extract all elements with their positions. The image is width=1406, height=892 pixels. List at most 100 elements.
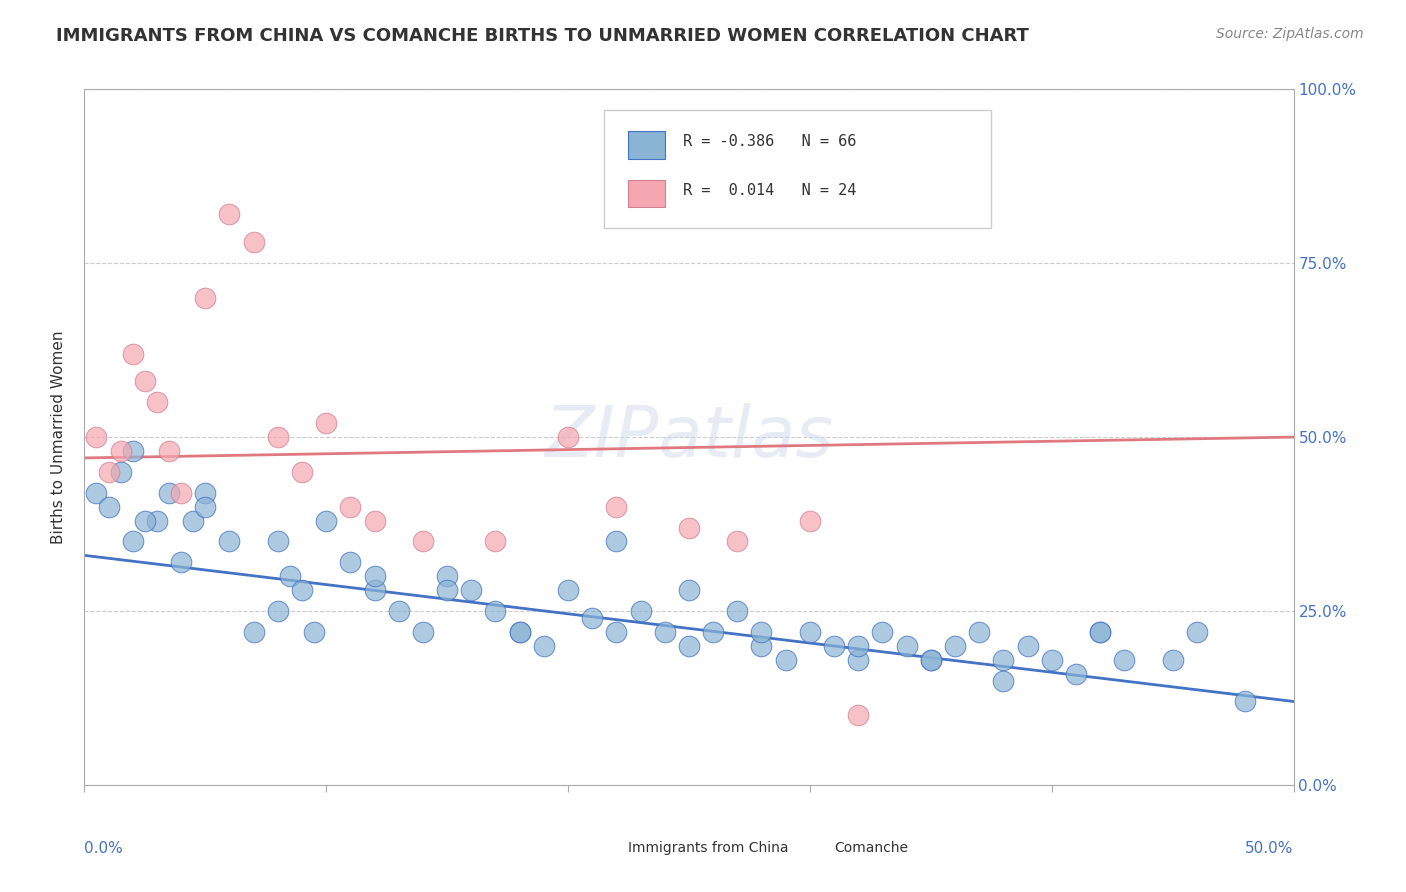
Text: Immigrants from China: Immigrants from China [628,840,789,855]
Point [509,624,531,639]
Point [751,639,773,653]
Point [267,534,290,549]
Point [194,500,217,514]
Point [678,639,700,653]
Point [605,500,627,514]
Point [363,569,385,583]
Point [121,534,143,549]
Point [725,534,748,549]
Point [170,555,193,569]
Point [181,514,204,528]
Point [86,485,108,500]
Point [302,624,325,639]
Point [484,604,506,618]
Point [872,624,894,639]
Point [110,444,132,458]
Point [799,514,821,528]
Point [339,555,361,569]
Point [581,611,603,625]
Point [134,375,156,389]
Point [484,534,506,549]
FancyBboxPatch shape [628,131,665,159]
Text: 50.0%: 50.0% [1246,840,1294,855]
Point [121,346,143,360]
Point [146,514,169,528]
Point [678,520,700,534]
Point [436,569,458,583]
Point [823,639,845,653]
Point [412,534,434,549]
Point [170,485,193,500]
Point [1088,624,1111,639]
Point [146,395,169,409]
Point [751,624,773,639]
Point [630,604,652,618]
Point [460,583,482,598]
Point [97,500,120,514]
Point [388,604,411,618]
Point [605,534,627,549]
Point [702,624,724,639]
Point [339,500,361,514]
FancyBboxPatch shape [810,834,841,851]
Point [1161,653,1184,667]
FancyBboxPatch shape [586,834,616,851]
Point [157,485,180,500]
Point [967,624,990,639]
Point [436,583,458,598]
Point [654,624,676,639]
Point [1185,624,1208,639]
Point [846,708,869,723]
Point [315,416,337,430]
Point [1234,694,1257,708]
Point [110,465,132,479]
Point [242,235,264,250]
Point [412,624,434,639]
Point [1114,653,1136,667]
Point [267,604,290,618]
Y-axis label: Births to Unmarried Women: Births to Unmarried Women [51,330,66,544]
Point [920,653,942,667]
FancyBboxPatch shape [628,179,665,208]
Point [267,430,290,444]
Point [943,639,966,653]
Point [278,569,301,583]
Text: Source: ZipAtlas.com: Source: ZipAtlas.com [1216,27,1364,41]
Point [194,291,217,305]
Point [775,653,797,667]
Point [896,639,918,653]
Point [1017,639,1039,653]
Point [993,653,1015,667]
Point [157,444,180,458]
Point [993,673,1015,688]
Point [121,444,143,458]
Text: R = -0.386   N = 66: R = -0.386 N = 66 [683,134,856,149]
Point [86,430,108,444]
Point [557,430,579,444]
Point [846,653,869,667]
Point [242,624,264,639]
Point [218,207,240,221]
Point [920,653,942,667]
Point [1040,653,1063,667]
Point [533,639,555,653]
Text: 0.0%: 0.0% [84,840,124,855]
Point [315,514,337,528]
Point [799,624,821,639]
Point [97,465,120,479]
Point [363,583,385,598]
Point [557,583,579,598]
Point [846,639,869,653]
Point [725,604,748,618]
FancyBboxPatch shape [605,110,991,228]
Point [363,514,385,528]
Text: R =  0.014   N = 24: R = 0.014 N = 24 [683,183,856,198]
Text: ZIPatlas: ZIPatlas [544,402,834,472]
Point [291,465,314,479]
Text: Comanche: Comanche [834,840,908,855]
Point [134,514,156,528]
Point [1064,666,1087,681]
Point [1088,624,1111,639]
Point [194,485,217,500]
Text: IMMIGRANTS FROM CHINA VS COMANCHE BIRTHS TO UNMARRIED WOMEN CORRELATION CHART: IMMIGRANTS FROM CHINA VS COMANCHE BIRTHS… [56,27,1029,45]
